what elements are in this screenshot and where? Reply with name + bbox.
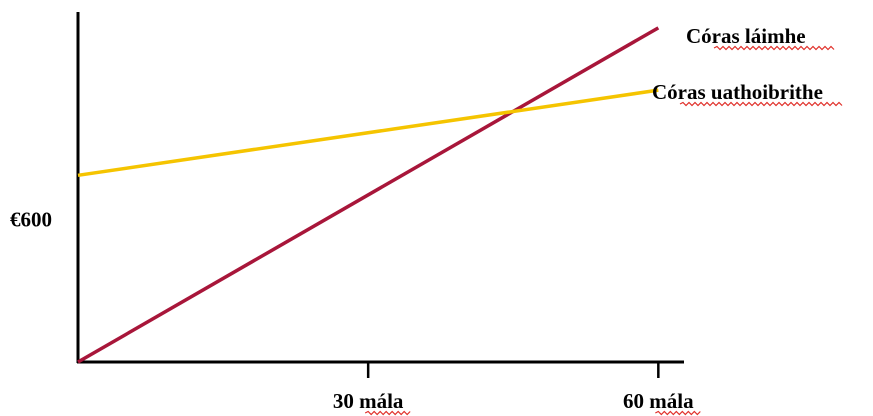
tick-layer: 30 mála 60 mála €600: [10, 207, 701, 416]
spellcheck-underline: [679, 101, 843, 107]
x-tick-label: 30 mála: [333, 389, 404, 413]
y-tick-label: €600: [10, 207, 52, 231]
series-line-1: [77, 26, 660, 364]
series-label-2: Córas uathoibrithe: [652, 80, 823, 104]
series-layer: [77, 26, 660, 364]
label-layer: Córas láimhe Córas uathoibrithe: [652, 24, 843, 107]
series-label-1: Córas láimhe: [686, 24, 806, 48]
spellcheck-underline: [713, 45, 835, 51]
x-tick-label: 60 mála: [623, 389, 694, 413]
series-line-2: [77, 88, 659, 178]
spellcheck-underline: [364, 410, 411, 416]
spellcheck-underline: [655, 410, 701, 416]
